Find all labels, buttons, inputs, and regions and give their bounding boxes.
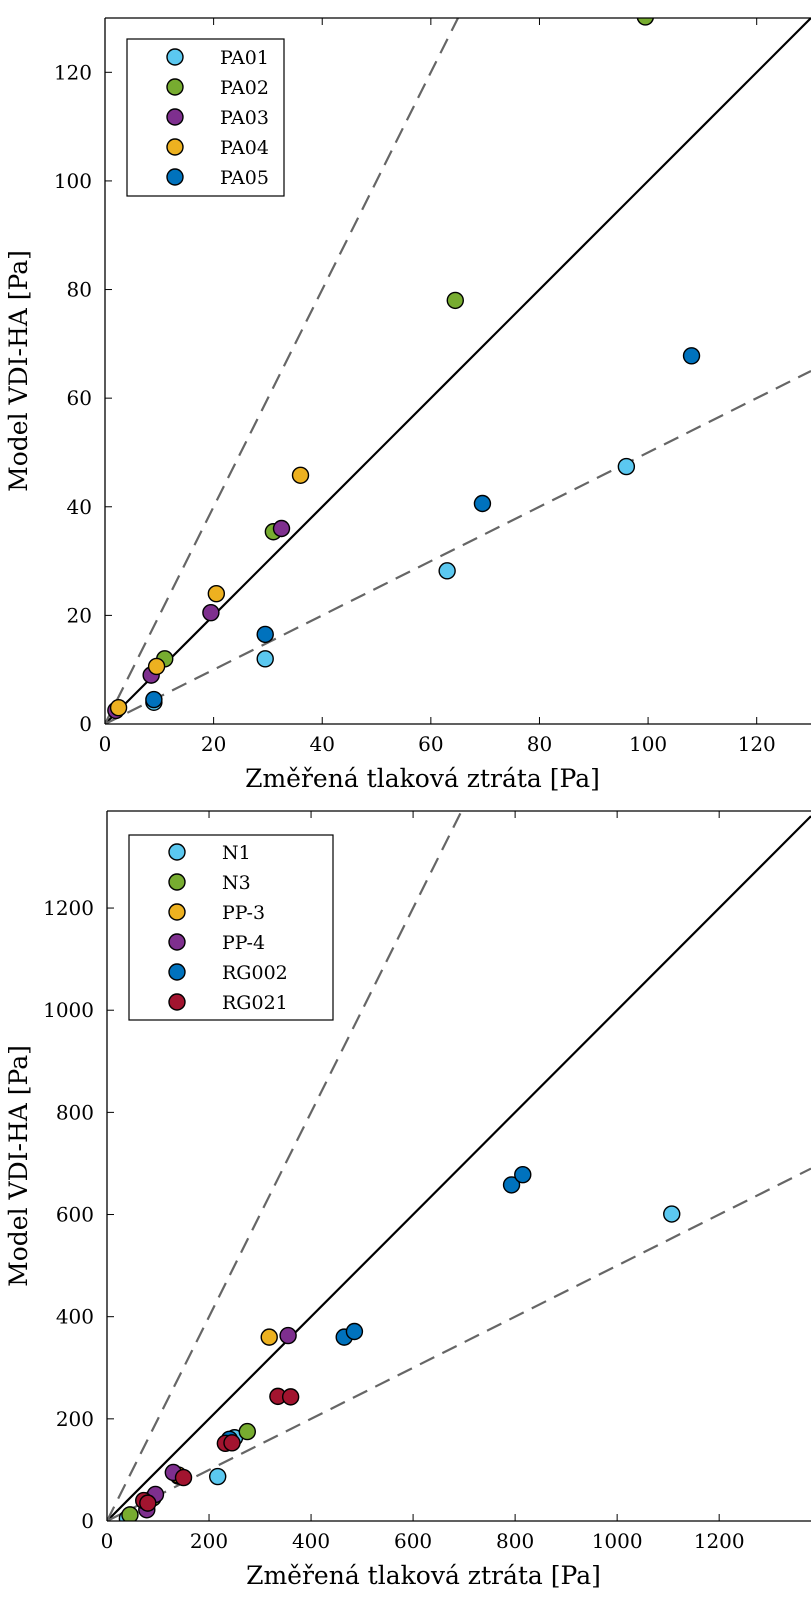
reference-line-dashed [107,1167,811,1521]
legend-label-pa04: PA04 [220,137,269,159]
reference-line-dashed [107,811,463,1521]
legend-marker-pa01 [166,48,184,66]
x-tick-label: 800 [496,1529,534,1553]
reference-line-solid [105,18,811,724]
y-tick-label: 200 [56,1407,94,1431]
data-point-pa01 [256,650,274,668]
data-point-pp-3 [260,1328,278,1346]
legend-box [126,38,285,197]
data-point-rg002 [502,1176,521,1194]
data-point-pa05 [256,625,274,644]
x-tick-label: 1000 [592,1529,643,1553]
legend-label-pa02: PA02 [220,77,269,99]
legend: PA01 PA02 PA03 PA04 PA05 [126,38,285,197]
data-point-pa04 [109,699,128,717]
y-tick-label: 600 [56,1203,94,1227]
x-tick-label: 1200 [694,1529,745,1553]
legend-label-rg002: RG002 [222,962,288,984]
legend-marker-rg021 [168,993,186,1011]
y-tick-label: 120 [54,60,92,84]
data-point-rg002 [514,1165,532,1184]
legend-marker-rg002 [168,963,186,981]
data-point-pa01 [438,562,456,580]
data-point-pa04 [291,466,310,484]
data-point-rg021 [223,1434,241,1452]
data-point-n3 [238,1422,256,1441]
data-point-pa05 [682,347,701,365]
x-tick-label: 120 [738,732,776,756]
data-point-n3 [121,1506,139,1521]
x-tick-label: 200 [190,1529,228,1553]
legend-marker-pp-3 [168,903,186,921]
legend-marker-pp-4 [168,933,186,951]
y-tick-label: 0 [81,1509,94,1533]
x-tick-label: 80 [527,732,552,756]
data-point-pa02 [636,18,654,26]
legend-label-pa01: PA01 [220,47,269,69]
x-tick-label: 0 [101,1529,114,1553]
legend-box [128,834,334,1021]
legend-marker-pa02 [166,78,184,96]
data-point-pa04 [207,584,226,603]
x-tick-label: 600 [394,1529,432,1553]
data-point-pa03 [272,519,291,538]
y-tick-label: 40 [67,495,92,519]
data-point-pa05 [473,494,492,513]
x-axis-label: Změřená tlaková ztráta [Pa] [246,1561,601,1590]
data-point-rg021 [174,1468,193,1487]
x-tick-label: 20 [201,732,226,756]
reference-line-dashed [105,18,460,724]
x-tick-label: 60 [418,732,443,756]
y-tick-label: 1200 [43,896,94,920]
data-point-pa02 [446,291,464,310]
legend-label-pa03: PA03 [220,107,269,129]
y-tick-label: 80 [67,278,92,302]
data-point-pp-4 [279,1326,297,1345]
chart-1: 0 20 40 60 80 100 120 0 20 40 60 80 100 120 Změřená tl… [4,17,811,793]
x-axis-label: Změřená tlaková ztráta [Pa] [245,764,600,793]
data-point-pa03 [202,603,220,622]
data-point-pa05 [145,690,163,709]
y-tick-label: 400 [56,1305,94,1329]
data-point-rg002 [345,1322,364,1341]
y-axis-label: Model VDI-HA [Pa] [4,1045,33,1287]
chart-2: 0 200 400 600 800 1000 1200 0 200 400 600 800 1000 12… [4,810,811,1590]
legend-marker-pa05 [166,168,184,186]
y-tick-label: 0 [79,712,92,736]
legend-marker-pa04 [166,138,184,156]
reference-line-dashed [105,370,811,724]
plot-area [107,811,811,1521]
legend-marker-pa03 [166,108,184,126]
x-tick-label: 0 [99,732,112,756]
y-tick-label: 20 [67,603,92,627]
legend-marker-n1 [168,843,186,861]
y-tick-label: 800 [56,1100,94,1124]
y-tick-label: 60 [67,386,92,410]
legend-label-rg021: RG021 [222,992,288,1014]
legend: N1 N3 PP-3 PP-4 RG002 RG021 [128,834,334,1021]
x-tick-label: 100 [629,732,667,756]
y-tick-label: 1000 [43,998,94,1022]
legend-marker-n3 [168,873,186,891]
plot-area [105,18,811,724]
data-point-pa04 [147,657,166,676]
legend-label-pa05: PA05 [220,167,269,189]
data-point-rg021 [139,1494,157,1512]
legend-label-n3: N3 [222,872,251,894]
x-tick-label: 400 [292,1529,330,1553]
legend-label-pp-3: PP-3 [222,902,265,924]
data-point-rg021 [281,1388,300,1406]
x-tick-label: 40 [310,732,335,756]
legend-label-pp-4: PP-4 [222,932,265,954]
y-axis-label: Model VDI-HA [Pa] [4,250,33,492]
reference-line-solid [107,815,811,1521]
data-point-n1 [209,1467,227,1486]
data-point-pa01 [617,457,636,476]
y-tick-label: 100 [54,169,92,193]
data-point-n1 [663,1205,681,1223]
legend-label-n1: N1 [222,842,251,864]
